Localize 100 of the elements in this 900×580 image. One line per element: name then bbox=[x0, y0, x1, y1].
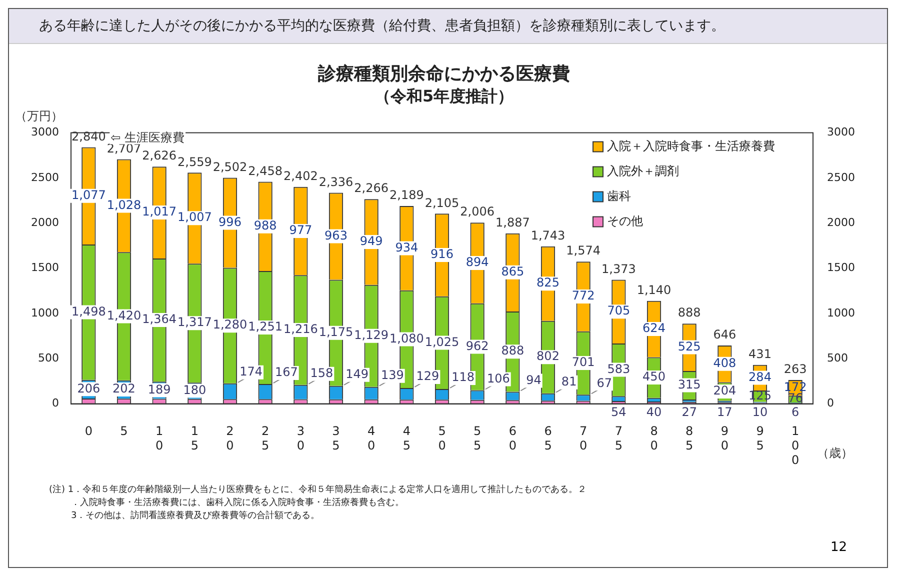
data-label: 139 bbox=[380, 368, 404, 382]
total-label: 2,559 bbox=[177, 154, 212, 169]
data-label: 315 bbox=[678, 377, 701, 392]
total-label: 2,266 bbox=[354, 181, 389, 196]
total-label: 888 bbox=[678, 306, 701, 320]
data-label: 284 bbox=[748, 370, 772, 384]
x-tick-label: 80 bbox=[650, 424, 658, 453]
y-tick-label: 1500 bbox=[30, 261, 59, 274]
total-label: 2,502 bbox=[212, 160, 248, 174]
data-label: 977 bbox=[289, 223, 312, 238]
y-tick-label: 2500 bbox=[30, 170, 59, 184]
data-label: 583 bbox=[607, 362, 630, 376]
data-label: 204 bbox=[713, 384, 736, 398]
x-tick-label: 30 bbox=[296, 424, 304, 453]
data-label: 1,007 bbox=[177, 210, 212, 224]
text: 3．その他は、訪問看護療養費及び療養費等の合計額である。 bbox=[70, 510, 321, 523]
x-tick-label: 60 bbox=[508, 424, 516, 453]
x-tick-label: 100 bbox=[792, 424, 800, 467]
data-label: 894 bbox=[466, 255, 489, 270]
data-label: 17 bbox=[717, 404, 732, 419]
data-label: 94 bbox=[526, 372, 542, 387]
x-tick-label: 35 bbox=[332, 424, 340, 453]
y-tick-label: 3000 bbox=[30, 126, 59, 139]
data-label: 963 bbox=[324, 228, 348, 242]
total-label: 1,574 bbox=[566, 244, 601, 258]
x-tick-label: 40 bbox=[368, 424, 376, 453]
data-label: 67 bbox=[596, 376, 612, 390]
y-tick-label: 2000 bbox=[30, 216, 59, 229]
data-label: 949 bbox=[360, 234, 383, 248]
total-label: 431 bbox=[748, 346, 772, 361]
data-label: 1,077 bbox=[71, 188, 106, 202]
data-label: 202 bbox=[112, 382, 136, 396]
data-label: 1,498 bbox=[71, 304, 106, 318]
total-label: 1,373 bbox=[601, 262, 636, 276]
x-tick-label: 85 bbox=[686, 424, 694, 453]
x-tick-label: 25 bbox=[262, 424, 270, 453]
total-label: 646 bbox=[713, 328, 736, 342]
legend-label: 入院外＋調剤 bbox=[607, 164, 680, 178]
x-tick-label: 75 bbox=[614, 424, 622, 453]
total-label: 2,336 bbox=[318, 174, 354, 189]
data-label: 525 bbox=[678, 339, 701, 354]
y2-tick-label: 500 bbox=[827, 351, 848, 364]
text: ある年齢に達した人がその後にかかる平均的な医療費（給付費、患者負担額）を診療種類別に表しています。 bbox=[9, 9, 887, 44]
y2-tick-label: 2000 bbox=[827, 216, 856, 229]
text: ．入院時食事・生活療養費には、歯科入院に係る入院時食事・生活療養費も含む。 bbox=[70, 497, 405, 510]
data-label: 1,017 bbox=[142, 204, 177, 219]
data-label: 996 bbox=[218, 214, 242, 229]
data-label: 180 bbox=[183, 382, 206, 397]
total-label: 2,006 bbox=[460, 204, 495, 219]
x-tick-label: 90 bbox=[720, 424, 728, 453]
total-label: 2,189 bbox=[389, 188, 424, 202]
legend-label: 入院＋入院時食事・生活療養費 bbox=[607, 138, 776, 153]
data-label: 1,080 bbox=[389, 331, 424, 346]
total-label: 2,458 bbox=[248, 164, 283, 178]
data-label: 189 bbox=[148, 382, 171, 396]
x-tick-label: 20 bbox=[226, 424, 234, 453]
data-label: 1,317 bbox=[177, 315, 212, 330]
data-label: 10 bbox=[752, 404, 768, 419]
data-label: 916 bbox=[430, 247, 454, 262]
y2-tick-label: 3000 bbox=[827, 126, 856, 139]
chart-title: 診療種類別余命にかかる医療費 bbox=[317, 63, 570, 84]
x-tick-label: 70 bbox=[580, 424, 588, 453]
data-label: 106 bbox=[486, 371, 510, 386]
x-tick-label: 15 bbox=[190, 424, 198, 453]
data-label: 1,280 bbox=[212, 318, 248, 332]
data-label: 701 bbox=[572, 355, 595, 370]
total-label: 2,105 bbox=[424, 196, 460, 210]
y2-tick-label: 1500 bbox=[827, 261, 856, 274]
chart-subtitle: （令和5年度推計） bbox=[374, 86, 514, 106]
data-label: 1,025 bbox=[424, 334, 460, 349]
data-label: 158 bbox=[310, 366, 334, 380]
data-label: 129 bbox=[416, 369, 440, 384]
data-label: 206 bbox=[77, 381, 100, 396]
legend-label: 歯科 bbox=[607, 188, 632, 203]
x-tick-label: 95 bbox=[756, 424, 764, 453]
data-label: 988 bbox=[254, 218, 277, 233]
text: (注) 1．令和５年度の年齢階級別一人当たり医療費をもとに、令和５年簡易生命表による定常人口を適用して推計したものである。２ bbox=[49, 484, 588, 497]
data-label: 118 bbox=[452, 370, 475, 384]
data-label: 1,216 bbox=[283, 322, 318, 336]
y-tick-label: 0 bbox=[52, 396, 59, 410]
y2-tick-label: 0 bbox=[827, 396, 834, 410]
x-tick-label: 45 bbox=[402, 424, 410, 453]
data-label: 1,364 bbox=[142, 312, 177, 326]
data-label: 1,420 bbox=[106, 308, 142, 322]
data-label: 1,129 bbox=[354, 328, 389, 342]
y2-tick-label: 1000 bbox=[827, 306, 856, 320]
x-axis-title: （歳） bbox=[817, 446, 854, 460]
data-label: 1,175 bbox=[318, 324, 354, 339]
x-tick-label: 55 bbox=[474, 424, 482, 453]
y-tick-label: 1000 bbox=[30, 306, 59, 320]
total-label: 2,402 bbox=[283, 168, 318, 183]
data-label: 40 bbox=[646, 404, 662, 419]
x-tick-label: 50 bbox=[438, 424, 446, 453]
data-label: 27 bbox=[682, 404, 697, 419]
data-label: 772 bbox=[572, 288, 595, 303]
data-label: 174 bbox=[240, 364, 263, 379]
x-tick-label: 0 bbox=[84, 424, 92, 438]
total-label: 2,626 bbox=[142, 148, 177, 163]
data-label: 705 bbox=[607, 304, 630, 318]
total-label: 1,887 bbox=[495, 215, 530, 230]
